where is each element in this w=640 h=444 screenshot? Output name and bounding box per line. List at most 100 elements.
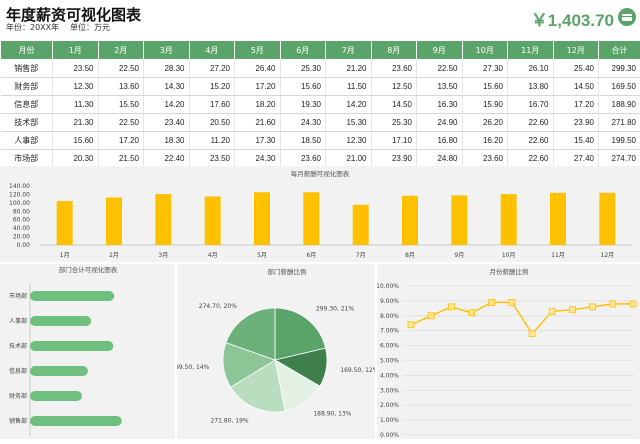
row-header: 市场部: [1, 150, 53, 168]
table-cell: 24.80: [417, 150, 463, 168]
table-cell: 16.80: [417, 132, 463, 150]
y-tick-label: 120.00: [9, 191, 30, 198]
column-header: 7月: [326, 41, 372, 60]
hbar: [30, 341, 113, 351]
table-cell: 18.20: [235, 96, 281, 114]
line-point: [509, 299, 515, 305]
table-cell: 12.30: [53, 78, 99, 96]
category-label: 人事部: [9, 317, 27, 325]
column-header: 1月: [53, 41, 99, 60]
y-tick-label: 5.00%: [380, 358, 399, 365]
chart-title: 部门薪酬比例: [268, 267, 307, 276]
y-tick-label: 10.00%: [377, 283, 399, 290]
bar: [353, 205, 369, 245]
hbar: [30, 391, 82, 401]
table-cell: 22.50: [98, 60, 144, 78]
table-cell: 24.30: [280, 114, 326, 132]
table-cell: 20.30: [53, 150, 99, 168]
table-cell: 188.90: [599, 96, 640, 114]
column-header: 8月: [371, 41, 417, 60]
x-tick-label: 9月: [454, 252, 464, 259]
bar: [599, 193, 615, 245]
table-cell: 21.00: [326, 150, 372, 168]
table-cell: 271.80: [599, 114, 640, 132]
hbar: [30, 316, 91, 326]
table-cell: 14.20: [326, 96, 372, 114]
category-label: 销售部: [9, 417, 27, 425]
hbar: [30, 366, 88, 376]
line-point: [630, 301, 636, 307]
line-point: [489, 299, 495, 305]
y-tick-label: 20.00: [13, 234, 30, 241]
table-cell: 17.30: [235, 132, 281, 150]
table-cell: 15.50: [98, 96, 144, 114]
table-cell: 21.50: [98, 150, 144, 168]
table-cell: 14.50: [371, 96, 417, 114]
column-header: 月份: [1, 41, 53, 60]
x-tick-label: 4月: [208, 252, 218, 259]
table-cell: 16.20: [462, 132, 508, 150]
table-cell: 15.60: [53, 132, 99, 150]
table-cell: 299.30: [599, 60, 640, 78]
slice-label: 169.50, 12%: [340, 367, 375, 374]
table-cell: 18.50: [280, 132, 326, 150]
line-point: [448, 304, 454, 310]
chart-title: 月份薪酬比例: [490, 267, 529, 276]
y-tick-label: 7.00%: [380, 328, 399, 335]
x-tick-label: 2月: [109, 252, 119, 259]
y-tick-label: 2.00%: [380, 402, 399, 409]
slice-label: 274.70, 20%: [199, 303, 237, 310]
grand-total: ￥1,403.70: [531, 6, 614, 31]
table-cell: 14.50: [553, 78, 599, 96]
table-cell: 24.90: [417, 114, 463, 132]
table-cell: 22.60: [508, 132, 554, 150]
table-cell: 28.30: [144, 60, 190, 78]
table-cell: 25.30: [280, 60, 326, 78]
table-cell: 19.30: [280, 96, 326, 114]
slice-label: 271.80, 19%: [210, 418, 248, 425]
bar: [451, 195, 467, 245]
table-cell: 274.70: [599, 150, 640, 168]
table-cell: 23.40: [144, 114, 190, 132]
table-cell: 26.20: [462, 114, 508, 132]
table-cell: 15.20: [189, 78, 235, 96]
column-header: 合计: [599, 41, 640, 60]
table-cell: 27.20: [189, 60, 235, 78]
table-cell: 17.20: [553, 96, 599, 114]
bar: [501, 194, 517, 245]
line-point: [469, 310, 475, 316]
table-cell: 26.40: [235, 60, 281, 78]
table-cell: 15.60: [280, 78, 326, 96]
table-cell: 14.20: [144, 96, 190, 114]
table-cell: 11.20: [189, 132, 235, 150]
table-cell: 23.50: [53, 60, 99, 78]
table-cell: 11.50: [326, 78, 372, 96]
bar: [205, 196, 221, 245]
line-point: [569, 307, 575, 313]
x-tick-label: 11月: [551, 252, 565, 259]
year-label: 年份：20XX年: [6, 22, 59, 33]
bar: [303, 192, 319, 245]
table-cell: 15.30: [326, 114, 372, 132]
slice-label: 299.30, 21%: [316, 305, 354, 312]
wallet-icon[interactable]: [618, 8, 636, 26]
column-header: 2月: [98, 41, 144, 60]
column-header: 4月: [189, 41, 235, 60]
table-cell: 27.30: [462, 60, 508, 78]
table-cell: 23.90: [553, 114, 599, 132]
line-point: [408, 322, 414, 328]
table-cell: 13.80: [508, 78, 554, 96]
bar: [254, 192, 270, 245]
table-cell: 17.10: [371, 132, 417, 150]
row-header: 销售部: [1, 60, 53, 78]
